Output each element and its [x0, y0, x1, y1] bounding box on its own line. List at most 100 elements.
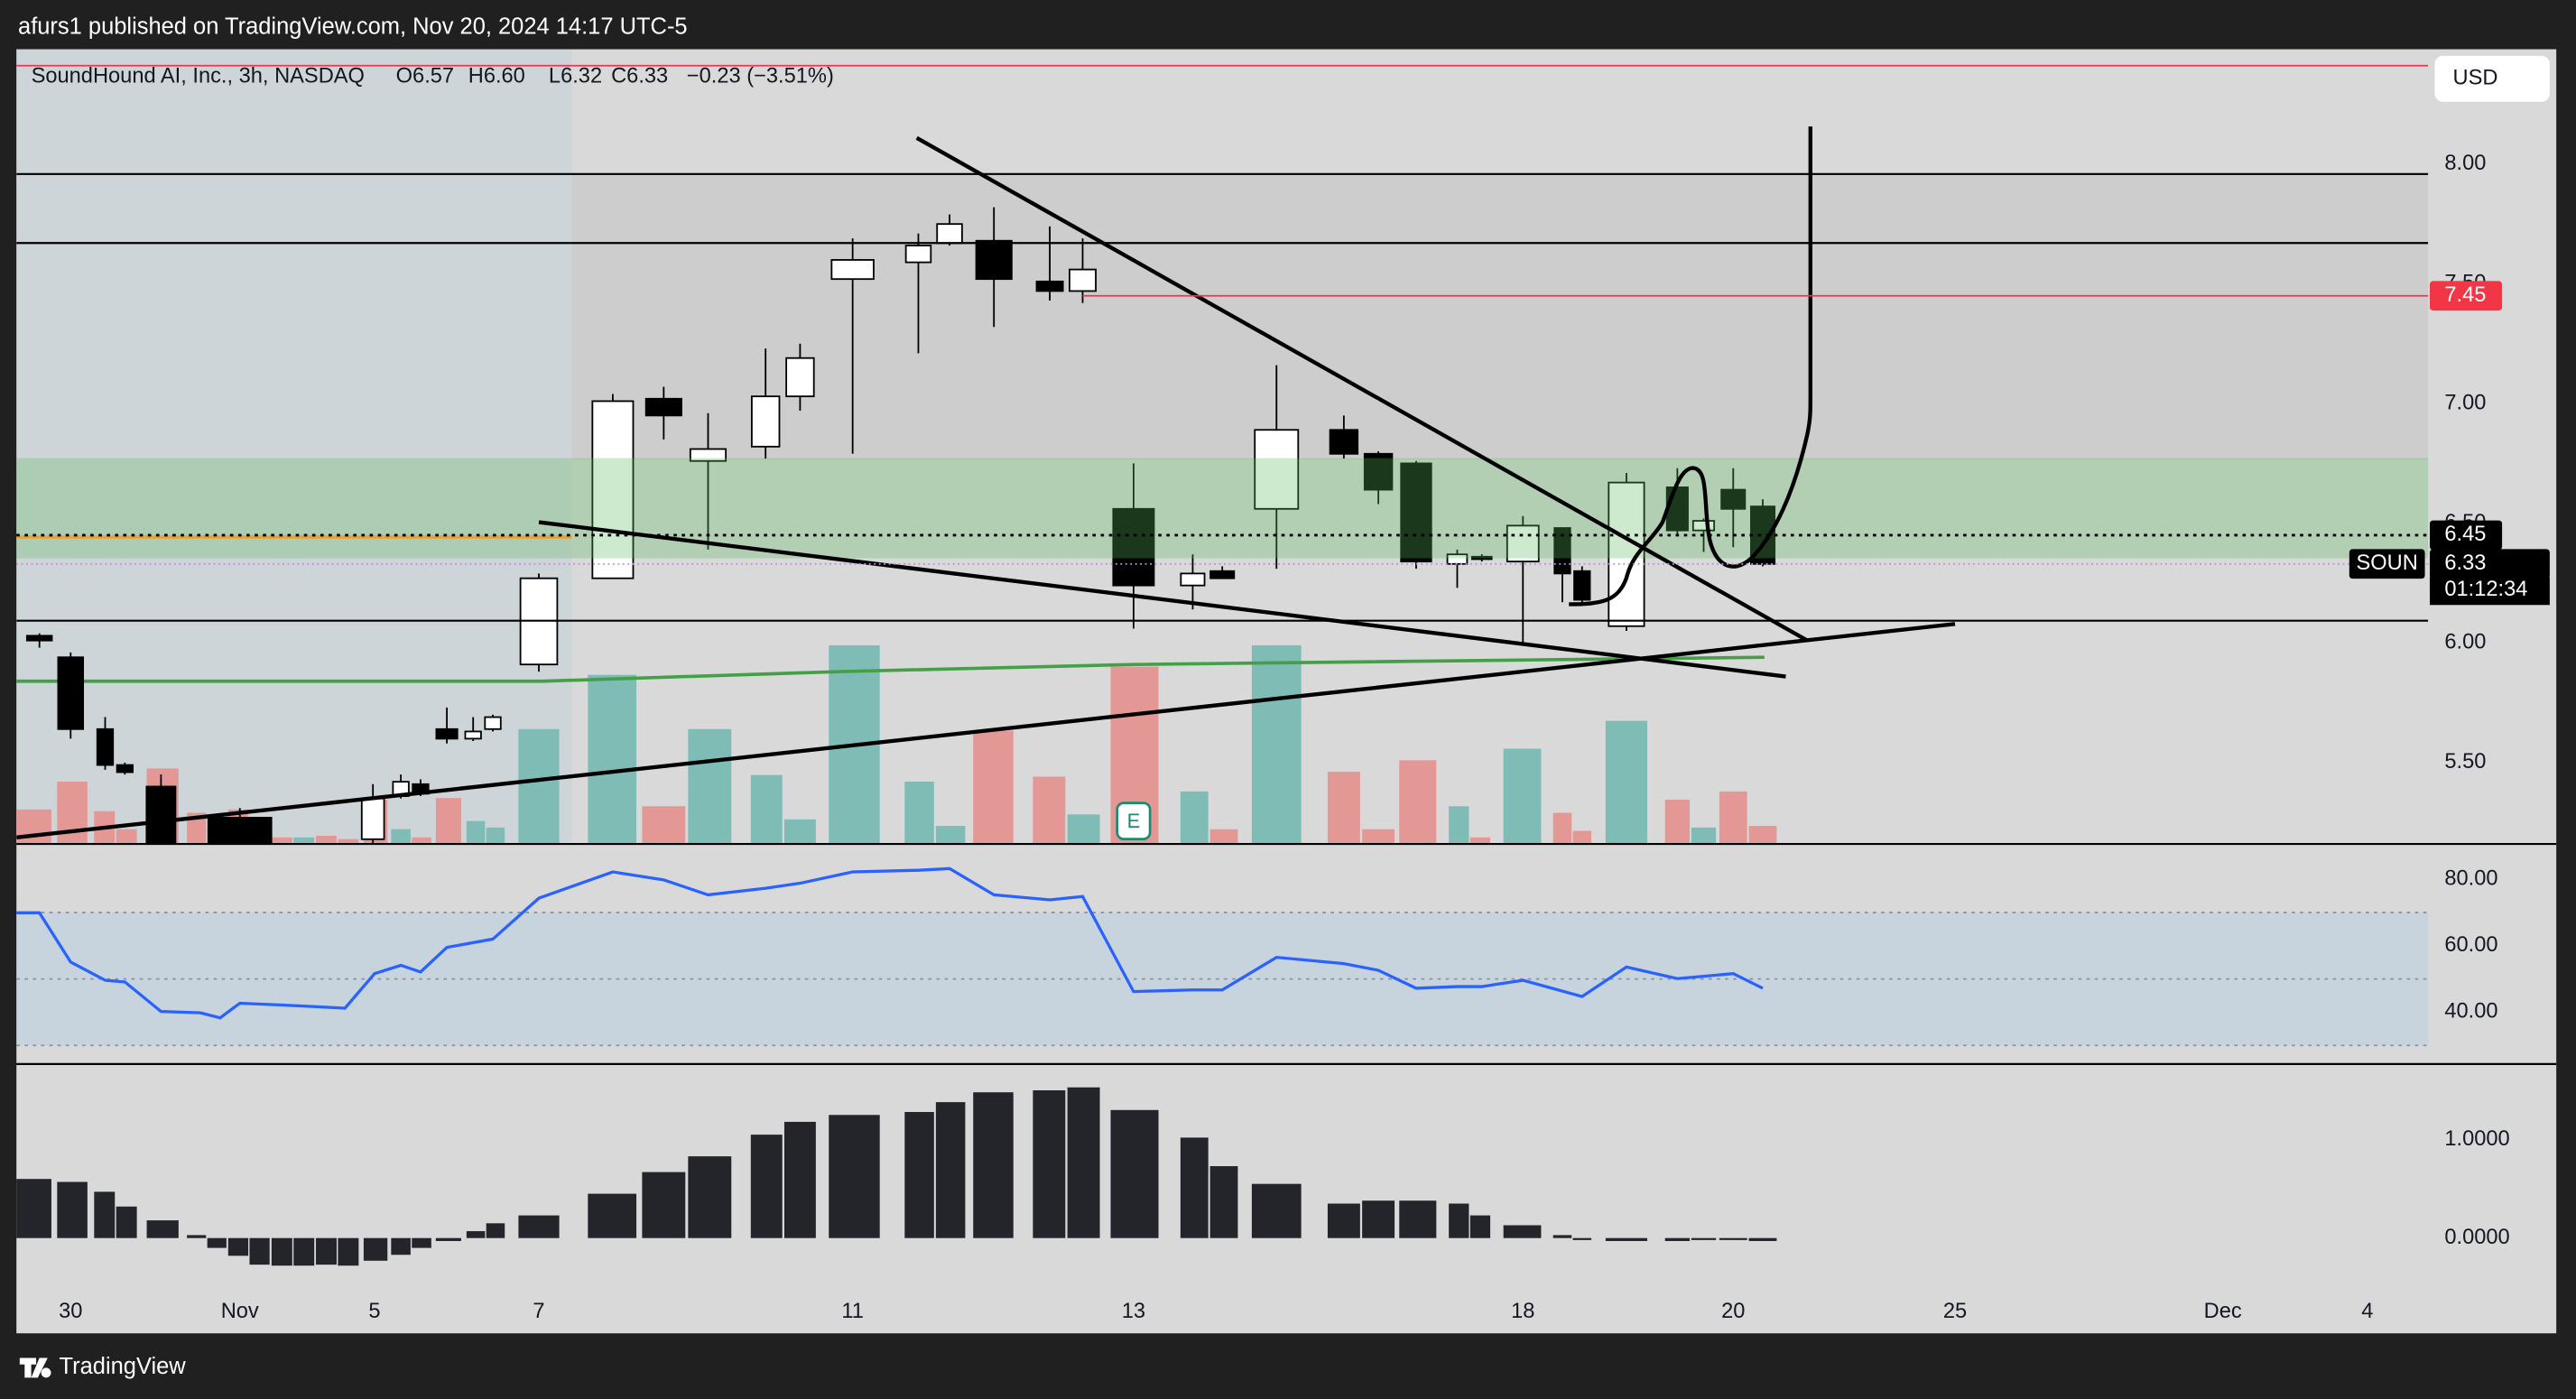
symbol-tag-box — [2349, 549, 2425, 579]
support-zone — [16, 458, 2429, 559]
volume-bar — [783, 819, 816, 845]
candle-body — [1720, 488, 1747, 510]
histogram-bar — [1572, 1237, 1592, 1240]
volume-bar — [1180, 791, 1209, 845]
volume-bar — [1449, 806, 1469, 845]
histogram-bar — [316, 1237, 337, 1265]
candle-body — [464, 730, 482, 740]
volume-bar — [1748, 826, 1777, 845]
histogram-bar — [588, 1193, 637, 1238]
volume-bar — [1691, 827, 1717, 845]
histogram-bar — [1552, 1235, 1572, 1238]
histogram-bar — [1449, 1203, 1469, 1238]
candle-body — [1470, 555, 1493, 561]
candle-body — [1553, 527, 1571, 575]
volume-bar — [642, 806, 686, 845]
histogram-bar — [435, 1237, 461, 1241]
moving-average — [16, 655, 1765, 683]
trend-line — [538, 520, 1786, 679]
candle-body — [1400, 462, 1432, 563]
histogram-bar — [973, 1092, 1014, 1238]
volume-bar — [904, 781, 934, 845]
histogram-bar — [518, 1215, 560, 1238]
volume-bar — [588, 674, 637, 845]
candle-body — [689, 448, 727, 462]
histogram-bar — [642, 1172, 686, 1238]
legend-open: O6.57 — [396, 65, 454, 88]
histogram-bar — [1691, 1237, 1717, 1240]
candle-body — [936, 223, 963, 245]
histogram-bar — [412, 1237, 431, 1248]
currency[interactable]: USD — [2452, 67, 2497, 90]
histogram-bar — [207, 1237, 227, 1248]
candle-body — [435, 727, 459, 740]
volume-bar — [486, 827, 505, 845]
symbol-tag: SOUN — [2357, 551, 2418, 575]
rsi-layer — [16, 866, 2429, 1047]
volume-bar — [412, 837, 431, 845]
currency-box[interactable] — [2434, 55, 2550, 102]
histogram-bar — [391, 1237, 411, 1255]
candle-body — [1035, 280, 1064, 292]
volume-bar — [316, 835, 337, 845]
volume-bar — [1664, 799, 1691, 845]
histogram-bar — [783, 1121, 816, 1238]
volume-bar — [750, 774, 783, 845]
histogram-bar — [1664, 1237, 1691, 1241]
histogram-bar — [146, 1220, 179, 1238]
y-tick-label: 6.00 — [2444, 631, 2486, 654]
x-tick-label: 7 — [533, 1300, 544, 1323]
histogram-bar — [363, 1237, 388, 1261]
rsi-tick-label: 40.00 — [2444, 1000, 2497, 1024]
histogram-tick-label: 1.0000 — [2444, 1127, 2509, 1151]
volume-bar — [688, 728, 732, 845]
axis-labels: E5.506.006.507.007.508.007.456.456.3301:… — [59, 152, 2550, 1323]
volume-bar — [1572, 830, 1592, 845]
trend-line — [915, 135, 1809, 643]
volume-bar — [1552, 812, 1572, 845]
histogram-bar — [1469, 1215, 1491, 1238]
x-tick-label: 5 — [368, 1300, 380, 1323]
candle-body — [116, 764, 134, 774]
y-tick-label: 8.00 — [2444, 152, 2486, 175]
price-label-box — [2430, 281, 2503, 311]
histogram-bar — [1327, 1203, 1360, 1238]
candle-body — [975, 239, 1013, 281]
price-label-box — [2430, 549, 2550, 579]
histogram-bar — [1362, 1200, 1395, 1238]
histogram-bar — [1719, 1237, 1747, 1240]
volume-bar — [338, 838, 359, 845]
volume-bar — [271, 837, 292, 845]
volume-bar — [1469, 837, 1491, 845]
price-label: 7.45 — [2444, 283, 2486, 307]
candle-body — [904, 245, 932, 264]
y-tick-label: 7.00 — [2444, 391, 2486, 414]
candle-body — [145, 785, 177, 845]
histogram-bar — [486, 1223, 505, 1238]
trend-line — [16, 622, 1956, 839]
volume-bar — [1399, 760, 1437, 845]
legend-low: L6.32 — [549, 65, 602, 88]
candle-body — [360, 797, 385, 840]
x-tick-label: 11 — [841, 1300, 864, 1323]
histogram-bar — [1180, 1137, 1209, 1238]
candle-body — [57, 656, 85, 730]
histogram-bar — [1605, 1237, 1648, 1241]
drawings — [16, 64, 2429, 839]
x-tick-label: 4 — [2361, 1300, 2373, 1323]
x-tick-label: Dec — [2204, 1300, 2242, 1323]
histogram-bar — [1748, 1237, 1777, 1241]
histogram-bar — [1067, 1087, 1100, 1238]
legend-close: C6.33 — [611, 65, 668, 88]
histogram-bar — [293, 1237, 315, 1266]
volume-bar — [116, 829, 137, 845]
countdown-box — [2430, 577, 2550, 606]
rsi-band — [16, 912, 2429, 1046]
volume-bar — [391, 829, 411, 845]
rsi-line — [16, 866, 1764, 1020]
candle-body — [1069, 268, 1097, 292]
rsi-tick-label: 60.00 — [2444, 933, 2497, 957]
session-shade — [16, 49, 572, 845]
candle-body — [1363, 452, 1394, 491]
volume-bar — [1503, 748, 1542, 845]
